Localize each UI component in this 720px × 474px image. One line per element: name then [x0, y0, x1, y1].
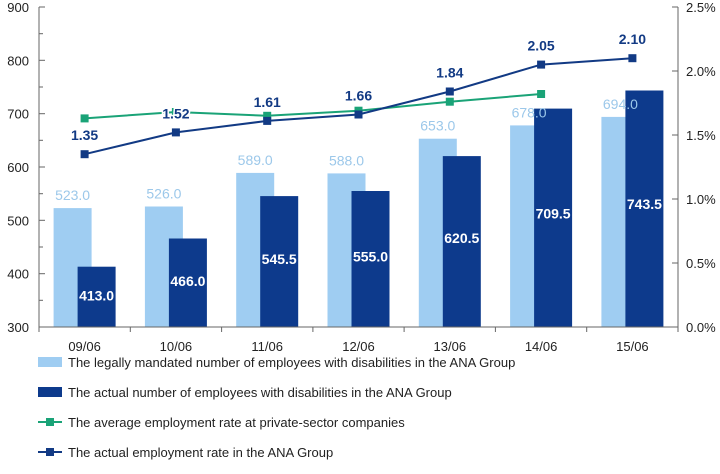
marker-private-sector [537, 90, 546, 98]
bar-actual [77, 266, 116, 327]
bar-actual [168, 238, 207, 327]
y-right-tick-label: 1.5% [686, 128, 716, 143]
bar-label-actual: 743.5 [627, 196, 662, 212]
legend-swatch-bar [38, 387, 62, 397]
legend-item: The average employment rate at private-s… [38, 415, 405, 430]
rate-labels-group: 1.35 1.52 1.61 1.66 1.84 2.05 2.10 [69, 30, 647, 145]
x-tick-label: 14/06 [525, 339, 558, 354]
y-left-tick-label: 900 [7, 0, 29, 15]
marker-ana-group [354, 110, 363, 119]
marker-ana-group [445, 87, 454, 96]
bar-actual [260, 196, 299, 327]
bar-label-mandated: 694.0 [603, 96, 638, 112]
y-left-tick-label: 600 [7, 160, 29, 175]
x-tick-label: 09/06 [68, 339, 101, 354]
legend-label: The average employment rate at private-s… [68, 415, 405, 430]
bar-actual [442, 156, 481, 327]
marker-private-sector [263, 111, 272, 120]
rate-label-ana: 1.35 [71, 127, 98, 143]
bar-label-mandated: 678.0 [512, 104, 547, 120]
marker-private-sector [171, 108, 180, 116]
y-left-tick-label: 700 [7, 107, 29, 122]
bar-label-actual: 413.0 [79, 288, 114, 304]
bar-actual [625, 90, 664, 327]
rate-label-ana: 2.10 [619, 31, 646, 47]
marker-private-sector [80, 114, 89, 123]
y-left-tick-label: 500 [7, 213, 29, 228]
x-tick-label: 12/06 [342, 339, 375, 354]
bar-labels-group: 523.0 413.0 526.0 466.0 589.0 545.5 588.0 555.0… [55, 96, 662, 304]
x-tick-label: 13/06 [434, 339, 467, 354]
y-right-tick-label: 2.0% [686, 64, 716, 79]
marker-ana-group [80, 150, 89, 159]
y-left-tick-label: 400 [7, 267, 29, 282]
legend: The legally mandated number of employees… [38, 355, 515, 460]
bar-label-actual: 466.0 [170, 273, 205, 289]
line-private-sector [84, 93, 542, 120]
legend-swatch-bar [38, 357, 62, 367]
rate-label-ana: 2.05 [527, 38, 554, 54]
x-tick-label: 11/06 [251, 339, 283, 354]
legend-item: The legally mandated number of employees… [38, 355, 515, 370]
marker-ana-group [537, 60, 546, 69]
rate-label-ana: 1.66 [345, 88, 372, 104]
bar-label-mandated: 653.0 [420, 118, 455, 134]
legend-item: The actual number of employees with disa… [38, 385, 452, 400]
legend-label: The actual employment rate in the ANA Gr… [68, 445, 333, 460]
legend-swatch-marker [46, 448, 54, 456]
bar-label-actual: 555.0 [353, 248, 388, 264]
rate-label-ana: 1.84 [436, 65, 463, 81]
y-right-tick-label: 0.0% [686, 320, 716, 335]
bar-label-mandated: 523.0 [55, 187, 90, 203]
y-left-tick-label: 800 [7, 53, 29, 68]
marker-ana-group [171, 128, 180, 137]
rate-label-ana: 1.52 [162, 105, 189, 121]
rate-label-ana: 1.61 [254, 94, 281, 110]
x-tick-label: 15/06 [616, 339, 649, 354]
y-left-tick-label: 300 [7, 320, 29, 335]
x-tick-label: 10/06 [160, 339, 193, 354]
line-ana-group-group [80, 54, 637, 159]
bar-actual [534, 108, 573, 327]
y-right-tick-label: 0.5% [686, 256, 716, 271]
marker-ana-group [263, 116, 272, 125]
bars-group [53, 90, 664, 328]
bar-label-actual: 620.5 [444, 230, 479, 246]
bar-label-mandated: 526.0 [146, 186, 181, 202]
marker-ana-group [628, 54, 637, 63]
bar-label-mandated: 589.0 [238, 152, 273, 168]
y-right-tick-label: 2.5% [686, 0, 716, 15]
bar-label-actual: 545.5 [262, 251, 297, 267]
y-right-tick-label: 1.0% [686, 192, 716, 207]
bar-label-mandated: 588.0 [329, 152, 364, 168]
legend-label: The actual number of employees with disa… [68, 385, 452, 400]
axes-group: 300 400 500 600 700 800 900 0.0% 0.5% 1.0% 1.5% 2.0… [7, 0, 716, 354]
legend-item: The actual employment rate in the ANA Gr… [38, 445, 333, 460]
legend-swatch-marker [46, 418, 54, 426]
marker-private-sector [445, 97, 454, 106]
bar-label-actual: 709.5 [536, 205, 571, 221]
bar-actual [351, 191, 390, 327]
legend-label: The legally mandated number of employees… [68, 355, 515, 370]
